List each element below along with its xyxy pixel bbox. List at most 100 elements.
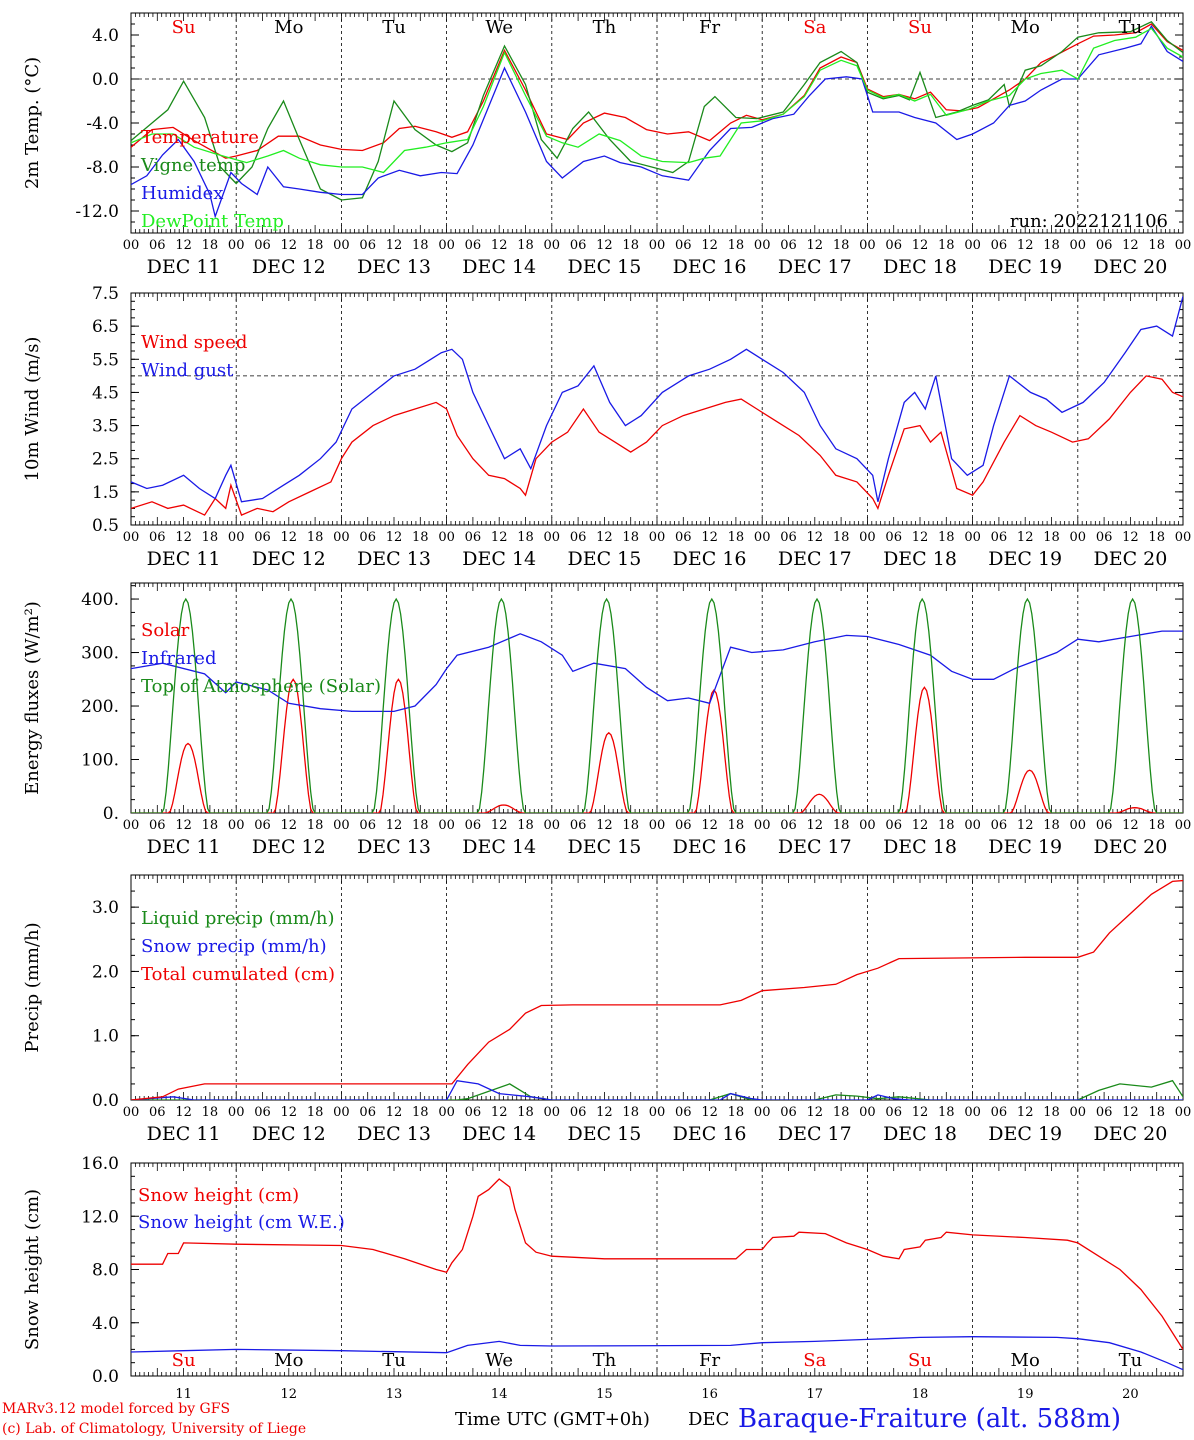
- y-axis-label: 10m Wind (m/s): [22, 337, 43, 482]
- hour-tick-label: 06: [254, 818, 271, 833]
- hour-tick-label: 18: [1148, 1105, 1165, 1120]
- weekday-footer: Tu: [382, 1350, 406, 1371]
- hour-tick-label: 12: [491, 1105, 508, 1120]
- hour-tick-label: 06: [465, 1105, 482, 1120]
- y-tick-label: 100.: [81, 751, 119, 771]
- y-tick-label: 12.0: [81, 1207, 119, 1227]
- hour-tick-label: 18: [517, 818, 534, 833]
- hour-tick-label: 18: [833, 1105, 850, 1120]
- hour-tick-label: 06: [991, 238, 1008, 253]
- y-tick-label: 4.5: [92, 383, 119, 403]
- hour-tick-label: 06: [675, 530, 692, 545]
- day-number: 15: [596, 1387, 613, 1402]
- weekday-footer: We: [485, 1350, 513, 1371]
- hour-tick-label: 06: [1096, 818, 1113, 833]
- hour-tick-label: 18: [1148, 238, 1165, 253]
- hour-tick-label: 18: [833, 530, 850, 545]
- hour-tick-label: 18: [728, 530, 745, 545]
- date-label: DEC 14: [462, 548, 536, 570]
- legend-entry: Humidex: [141, 183, 223, 204]
- hour-tick-label: 06: [149, 530, 166, 545]
- y-tick-label: 0.0: [92, 1091, 119, 1111]
- date-label: DEC 20: [1093, 256, 1167, 278]
- hour-tick-label: 12: [596, 1105, 613, 1120]
- y-tick-label: 0.0: [92, 1367, 119, 1387]
- hour-tick-label: 18: [1043, 1105, 1060, 1120]
- hour-tick-label: 00: [859, 238, 876, 253]
- hour-tick-label: 12: [1017, 818, 1034, 833]
- hour-tick-label: 00: [228, 818, 245, 833]
- hour-tick-label: 18: [307, 1105, 324, 1120]
- y-tick-label: 0.0: [92, 70, 119, 90]
- hour-tick-label: 06: [570, 818, 587, 833]
- hour-tick-label: 06: [780, 818, 797, 833]
- date-label: DEC 18: [883, 256, 957, 278]
- hour-tick-label: 00: [544, 238, 561, 253]
- date-label: DEC 19: [988, 256, 1062, 278]
- y-tick-label: 1.5: [92, 483, 119, 503]
- hour-tick-label: 00: [754, 818, 771, 833]
- hour-tick-label: 06: [570, 238, 587, 253]
- hour-tick-label: 12: [1017, 1105, 1034, 1120]
- hour-tick-label: 00: [228, 530, 245, 545]
- hour-tick-label: 00: [1175, 818, 1192, 833]
- date-label: DEC 12: [252, 836, 326, 858]
- hour-tick-label: 06: [570, 1105, 587, 1120]
- panel-1: 7.5 6.5 5.5 4.5 3.5 2.5 1.5 0.5 10m Wind (m/s) Wi…: [22, 284, 1191, 570]
- date-label: DEC 13: [357, 1123, 431, 1145]
- date-label: DEC 15: [567, 836, 641, 858]
- hour-tick-label: 18: [517, 1105, 534, 1120]
- series-line-snow-height-cm-w-e-: [131, 1336, 1183, 1371]
- hour-tick-label: 06: [1096, 530, 1113, 545]
- date-label: DEC 15: [567, 256, 641, 278]
- hour-tick-label: 18: [202, 530, 219, 545]
- hour-tick-label: 12: [491, 818, 508, 833]
- series-line-liquid-precip-mm-h-: [131, 1079, 1183, 1100]
- footer-month-label: DEC: [688, 1409, 729, 1430]
- hour-tick-label: 00: [228, 1105, 245, 1120]
- hour-tick-label: 18: [938, 1105, 955, 1120]
- hour-tick-label: 00: [649, 818, 666, 833]
- date-label: DEC 15: [567, 1123, 641, 1145]
- weekday-header: Fr: [699, 17, 720, 38]
- date-label: DEC 17: [778, 836, 852, 858]
- date-label: DEC 12: [252, 548, 326, 570]
- legend-entry: Wind gust: [141, 360, 234, 381]
- hour-tick-label: 12: [1017, 238, 1034, 253]
- day-number: 20: [1122, 1387, 1139, 1402]
- weekday-header: We: [485, 17, 513, 38]
- y-tick-label: 300.: [81, 644, 119, 664]
- series-line-top-of-atmosphere-solar-: [131, 597, 1183, 813]
- series-line-humidex: [131, 24, 1183, 219]
- weekday-header: Th: [593, 17, 617, 38]
- hour-tick-label: 00: [544, 530, 561, 545]
- date-label: DEC 13: [357, 256, 431, 278]
- hour-tick-label: 18: [412, 1105, 429, 1120]
- series-line-vigne-temp: [131, 20, 1183, 201]
- hour-tick-label: 00: [123, 238, 140, 253]
- hour-tick-label: 06: [780, 238, 797, 253]
- weekday-footer: Th: [593, 1350, 617, 1371]
- run-label: run: 2022121106: [1010, 211, 1168, 232]
- hour-tick-label: 18: [412, 530, 429, 545]
- hour-tick-label: 18: [938, 530, 955, 545]
- hour-tick-label: 00: [754, 530, 771, 545]
- hour-tick-label: 18: [307, 238, 324, 253]
- hour-tick-label: 12: [701, 818, 718, 833]
- hour-tick-label: 18: [938, 238, 955, 253]
- hour-tick-label: 12: [912, 1105, 929, 1120]
- hour-tick-label: 18: [728, 818, 745, 833]
- hour-tick-label: 18: [202, 818, 219, 833]
- hour-tick-label: 00: [964, 238, 981, 253]
- y-tick-label: 7.5: [92, 284, 119, 304]
- hour-tick-label: 12: [175, 238, 192, 253]
- hour-tick-label: 06: [780, 530, 797, 545]
- hour-tick-label: 00: [964, 818, 981, 833]
- hour-tick-label: 12: [1122, 238, 1139, 253]
- hour-tick-label: 12: [596, 238, 613, 253]
- hour-tick-label: 18: [202, 1105, 219, 1120]
- hour-tick-label: 18: [622, 1105, 639, 1120]
- panel-2: 400. 300. 200. 100. 0. Energy fluxes (W/m²) So…: [22, 582, 1192, 858]
- series-line-infrared: [131, 630, 1183, 713]
- weekday-header: Tu: [1119, 17, 1143, 38]
